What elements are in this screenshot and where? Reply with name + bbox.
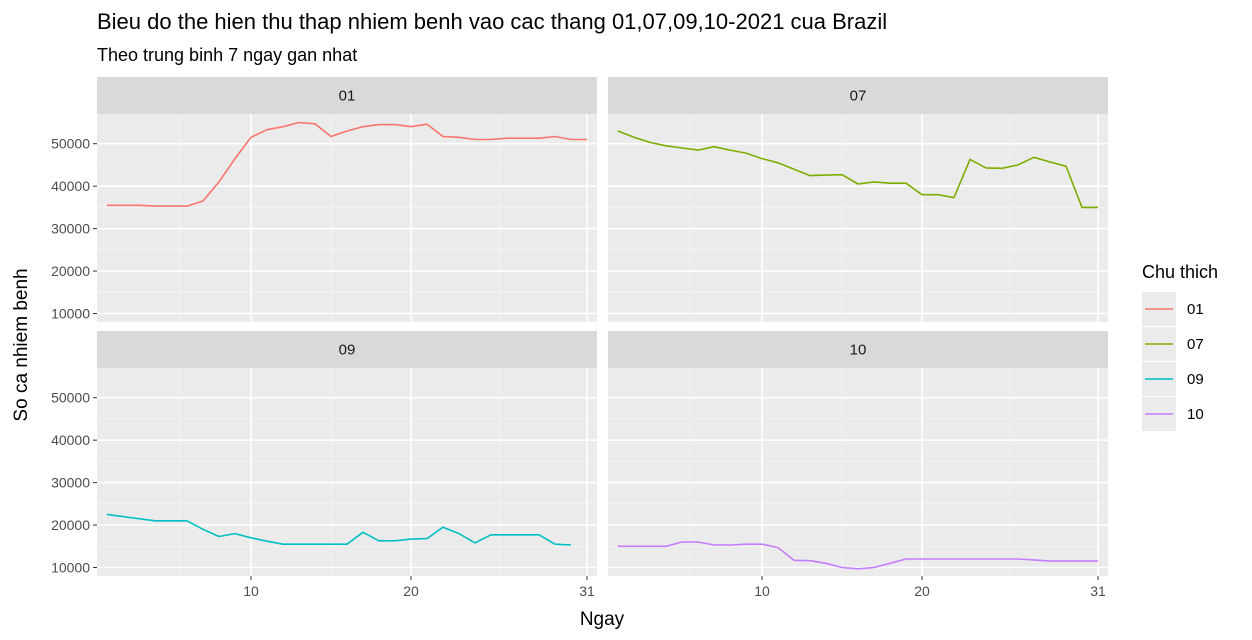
chart-title: Bieu do the hien thu thap nhiem benh vao… — [97, 9, 888, 34]
x-tick-label: 10 — [243, 583, 259, 599]
panel-background-07 — [608, 114, 1108, 322]
panel-background-10 — [608, 368, 1108, 576]
facet-strip-label: 01 — [339, 88, 356, 105]
y-tick-label: 50000 — [51, 390, 90, 406]
y-axis-title: So ca nhiem benh — [11, 268, 32, 421]
series-line-10 — [618, 541, 1098, 570]
panel-background-09 — [97, 368, 597, 576]
y-tick-label: 20000 — [51, 517, 90, 533]
y-tick-label: 10000 — [51, 560, 90, 576]
chart-subtitle: Theo trung binh 7 ngay gan nhat — [97, 45, 358, 65]
facet-strip-label: 07 — [850, 88, 867, 105]
series-line-01 — [107, 121, 587, 207]
y-tick-label: 30000 — [51, 221, 90, 237]
y-tick-label: 50000 — [51, 136, 90, 152]
facet-strip-label: 09 — [339, 342, 356, 359]
facet-strip-07 — [608, 77, 1108, 114]
legend-label: 01 — [1187, 301, 1204, 318]
x-tick-label: 10 — [754, 583, 770, 599]
facet-strip-10 — [608, 331, 1108, 368]
facet-strip-label: 10 — [850, 342, 867, 359]
x-axis-title: Ngay — [580, 609, 625, 630]
y-tick-label: 40000 — [51, 178, 90, 194]
x-tick-label: 31 — [579, 583, 595, 599]
x-tick-label: 20 — [403, 583, 419, 599]
legend-title: Chu thich — [1142, 262, 1218, 282]
facet-strip-09 — [97, 331, 597, 368]
x-tick-label: 31 — [1090, 583, 1106, 599]
panel-background-01 — [97, 114, 597, 322]
x-tick-label: 20 — [914, 583, 930, 599]
legend-label: 07 — [1187, 336, 1204, 353]
y-tick-label: 20000 — [51, 263, 90, 279]
y-tick-label: 30000 — [51, 475, 90, 491]
series-line-07 — [617, 130, 1098, 209]
legend-label: 10 — [1187, 406, 1204, 423]
series-line-09 — [106, 513, 572, 546]
facet-strip-01 — [97, 77, 597, 114]
legend-label: 09 — [1187, 371, 1204, 388]
y-tick-label: 40000 — [51, 432, 90, 448]
y-tick-label: 10000 — [51, 306, 90, 322]
